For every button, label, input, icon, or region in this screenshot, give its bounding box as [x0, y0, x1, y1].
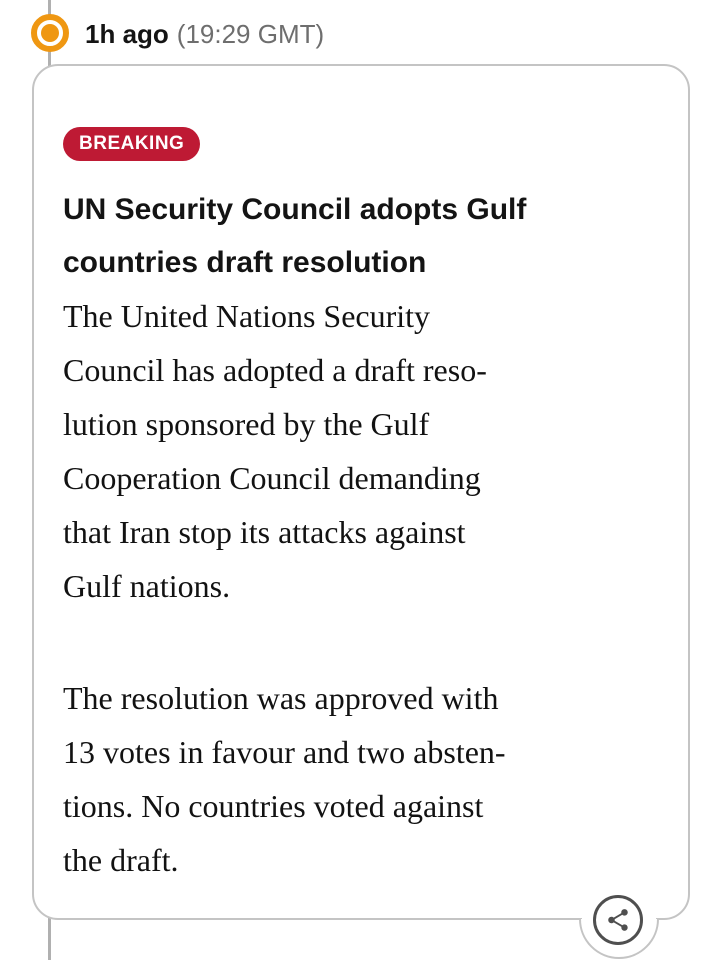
post-paragraph: The resolution was approved with 13 votes…: [63, 680, 506, 878]
time-ago-label: 1h ago: [85, 19, 169, 49]
timeline-bullet-icon: [31, 14, 69, 52]
post-paragraph: The United Nations Security Council has a…: [63, 298, 487, 604]
breaking-badge: BREAKING: [63, 127, 201, 161]
share-button[interactable]: [593, 895, 643, 945]
share-icon: [605, 907, 631, 933]
post-card: BREAKING UN Security Council adopts Gulf…: [32, 64, 690, 920]
time-absolute-label: (19:29 GMT): [176, 19, 325, 49]
post-headline: UN Security Council adopts Gulf countries…: [63, 193, 527, 279]
entry-timestamp: 1h ago (19:29 GMT): [85, 17, 324, 51]
bullet-dot: [41, 24, 59, 42]
post-body: The United Nations Security Council has a…: [63, 289, 650, 887]
